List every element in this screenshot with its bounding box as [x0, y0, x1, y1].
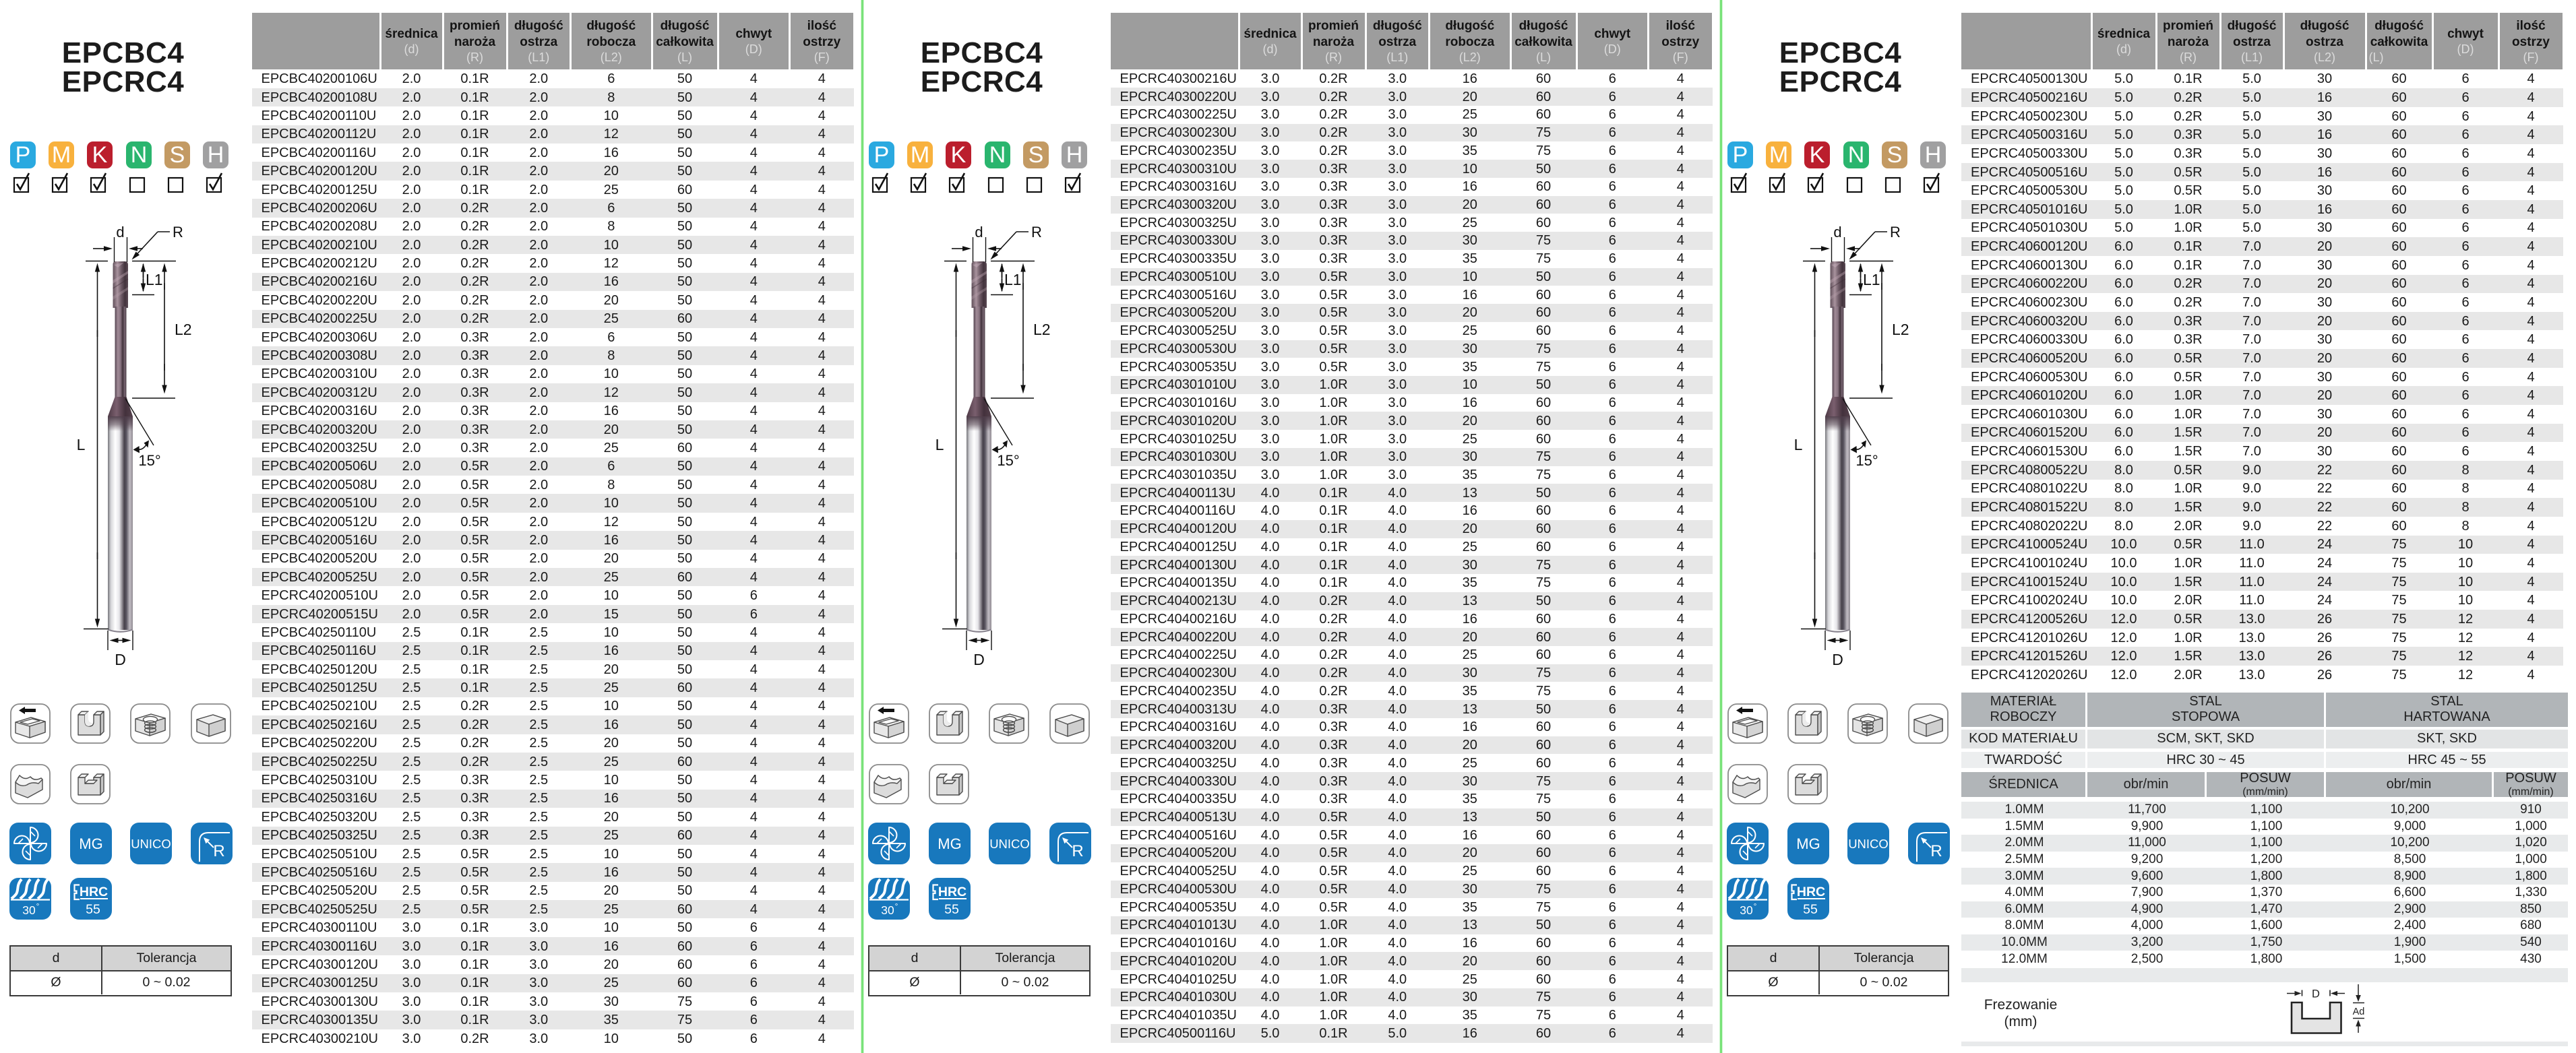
svg-text:L1: L1: [146, 271, 163, 288]
svg-text:UNICO: UNICO: [989, 837, 1030, 851]
svg-text:R: R: [213, 842, 224, 860]
svg-text:15°: 15°: [1856, 452, 1878, 469]
svg-text:L2: L2: [1033, 321, 1051, 338]
svg-text:d: d: [1833, 224, 1841, 241]
svg-text:30: 30: [881, 903, 894, 917]
svg-text:HRC: HRC: [80, 885, 108, 899]
svg-text:D: D: [973, 651, 985, 668]
svg-text:d: d: [116, 224, 124, 241]
svg-text:°: °: [895, 901, 898, 911]
svg-text:Ad: Ad: [2353, 1007, 2365, 1017]
svg-text:MG: MG: [938, 835, 961, 852]
svg-text:R: R: [1930, 842, 1942, 860]
svg-text:R: R: [1072, 842, 1083, 860]
svg-text:15°: 15°: [138, 452, 160, 469]
svg-text:D: D: [115, 651, 126, 668]
svg-text:30: 30: [22, 903, 36, 917]
svg-text:L: L: [936, 436, 944, 453]
svg-text:MG: MG: [1796, 835, 1820, 852]
svg-text:R: R: [173, 224, 183, 241]
svg-text:D: D: [1832, 651, 1843, 668]
svg-text:R: R: [1890, 224, 1901, 241]
svg-text:UNICO: UNICO: [131, 837, 171, 851]
svg-text:HRC: HRC: [1797, 885, 1825, 899]
svg-text:L2: L2: [175, 321, 192, 338]
svg-text:L2: L2: [1892, 321, 1909, 338]
svg-text:L: L: [1794, 436, 1803, 453]
svg-text:HRC: HRC: [938, 885, 967, 899]
svg-text:MG: MG: [79, 835, 102, 852]
svg-text:55: 55: [86, 902, 100, 917]
svg-text:°: °: [36, 901, 40, 911]
svg-text:55: 55: [944, 902, 959, 917]
svg-text:°: °: [1754, 901, 1757, 911]
svg-text:30: 30: [1740, 903, 1753, 917]
svg-text:R: R: [1031, 224, 1042, 241]
svg-text:L1: L1: [1004, 271, 1022, 288]
svg-text:D: D: [2312, 988, 2320, 1000]
svg-text:L: L: [77, 436, 86, 453]
svg-text:L1: L1: [1863, 271, 1880, 288]
svg-text:15°: 15°: [997, 452, 1019, 469]
svg-text:d: d: [975, 224, 983, 241]
svg-text:UNICO: UNICO: [1848, 837, 1889, 851]
svg-text:55: 55: [1803, 902, 1818, 917]
